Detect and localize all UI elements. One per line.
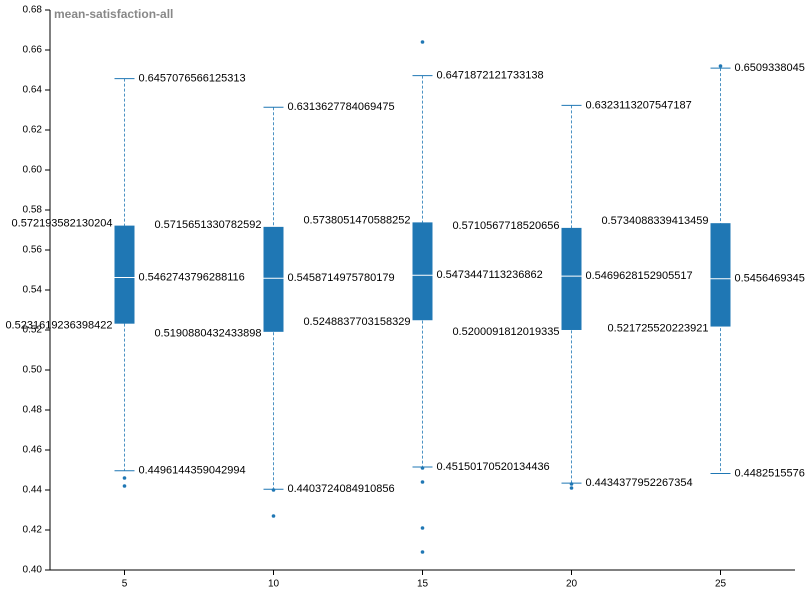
q3-label: 0.5710567718520656 [452, 220, 559, 232]
box [710, 223, 731, 327]
median-label: 0.5462743796288116 [139, 271, 245, 283]
median-label: 0.54564693458 [735, 273, 805, 285]
median-label: 0.5469628152905517 [586, 270, 693, 282]
x-tick-label: 25 [715, 579, 727, 590]
outlier [122, 476, 127, 480]
q1-label: 0.5200091812019335 [452, 326, 559, 338]
outlier [420, 550, 425, 554]
outlier [122, 484, 127, 488]
y-tick-label: 0.68 [23, 5, 43, 16]
box [114, 225, 135, 324]
y-tick-label: 0.52 [23, 325, 43, 336]
min-label: 0.44825155763 [735, 467, 805, 479]
box [412, 222, 433, 321]
outlier [569, 482, 574, 486]
y-tick-label: 0.44 [23, 485, 43, 496]
max-label: 0.6471872121733138 [437, 70, 544, 82]
outlier [420, 526, 425, 530]
outlier [569, 486, 574, 490]
x-tick-label: 15 [417, 579, 429, 590]
q1-label: 0.5190880432433898 [154, 328, 261, 340]
median-label: 0.5473447113236862 [437, 269, 543, 281]
min-label: 0.4496144359042994 [139, 465, 246, 477]
q3-label: 0.5738051470588252 [303, 214, 410, 226]
box [263, 226, 284, 332]
y-tick-label: 0.48 [23, 405, 43, 416]
q1-label: 0.5248837703158329 [303, 316, 410, 328]
y-tick-label: 0.62 [23, 125, 43, 136]
y-tick-label: 0.56 [23, 245, 43, 256]
outlier [420, 466, 425, 470]
y-tick-label: 0.40 [23, 565, 43, 576]
y-tick-label: 0.42 [23, 525, 43, 536]
outlier [271, 488, 276, 492]
q3-label: 0.5734088339413459 [601, 215, 708, 227]
y-tick-label: 0.50 [23, 365, 43, 376]
max-label: 0.6457076566125313 [139, 72, 246, 84]
y-tick-label: 0.46 [23, 445, 43, 456]
y-tick-label: 0.60 [23, 165, 43, 176]
max-label: 0.6323113207547187 [586, 99, 692, 111]
y-tick-label: 0.64 [23, 85, 43, 96]
median-label: 0.5458714975780179 [288, 272, 395, 284]
outlier [420, 40, 425, 44]
x-tick-label: 5 [122, 579, 128, 590]
outlier [420, 480, 425, 484]
y-tick-label: 0.66 [23, 45, 43, 56]
max-label: 0.65093380451 [735, 62, 805, 74]
y-tick-label: 0.58 [23, 205, 43, 216]
q1-label: 0.5231619236398422 [5, 320, 112, 332]
min-label: 0.45150170520134436 [437, 461, 550, 473]
x-tick-label: 20 [566, 579, 578, 590]
box [561, 227, 582, 330]
min-label: 0.4403724084910856 [288, 483, 395, 495]
outlier [271, 514, 276, 518]
q1-label: 0.521725520223921 [608, 322, 709, 334]
x-tick-label: 10 [268, 579, 280, 590]
q3-label: 0.572193582130204 [12, 218, 113, 230]
q3-label: 0.5715651330782592 [154, 219, 261, 231]
outlier [718, 64, 723, 68]
chart-title: mean-satisfaction-all [54, 7, 173, 21]
min-label: 0.4434377952267354 [586, 477, 693, 489]
max-label: 0.6313627784069475 [288, 101, 395, 113]
y-tick-label: 0.54 [23, 285, 43, 296]
